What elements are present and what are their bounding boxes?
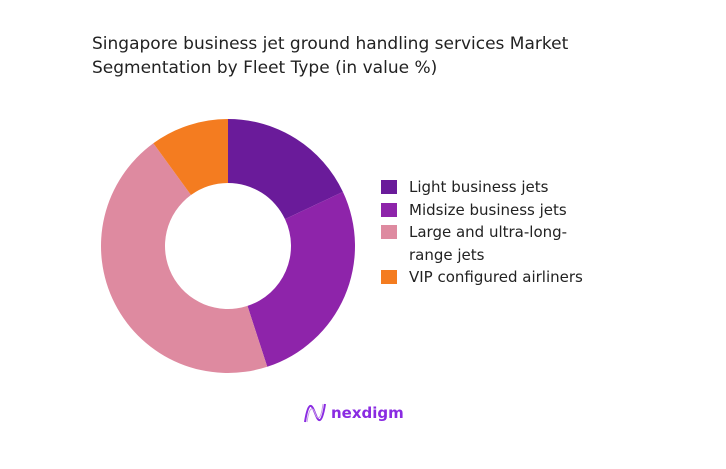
legend: Light business jets Midsize business jets… — [381, 176, 609, 289]
legend-swatch — [381, 180, 397, 194]
nexdigm-logo: nexdigm — [303, 402, 404, 424]
legend-label: VIP configured airliners — [409, 268, 583, 286]
legend-label: Large and ultra-long-range jets — [409, 223, 568, 264]
legend-label: Midsize business jets — [409, 200, 567, 219]
chart-title: Singapore business jet ground handling s… — [92, 34, 569, 78]
nexdigm-logo-text: nexdigm — [331, 404, 404, 422]
slice-large-and-ultra-long-range-jets — [101, 143, 268, 373]
legend-item: VIP configured airliners — [381, 266, 609, 289]
legend-swatch — [381, 270, 397, 284]
legend-item: Large and ultra-long-range jets — [381, 221, 609, 266]
slice-midsize-business-jets — [247, 191, 355, 367]
nexdigm-logo-icon — [304, 403, 326, 423]
legend-item: Midsize business jets — [381, 199, 609, 222]
slice-light-business-jets — [228, 119, 343, 220]
legend-swatch — [381, 202, 397, 217]
legend-swatch — [381, 225, 397, 239]
legend-item: Light business jets — [381, 176, 609, 199]
slice-vip-configured-airliners — [153, 119, 228, 196]
legend-label: Light business jets — [409, 178, 549, 196]
